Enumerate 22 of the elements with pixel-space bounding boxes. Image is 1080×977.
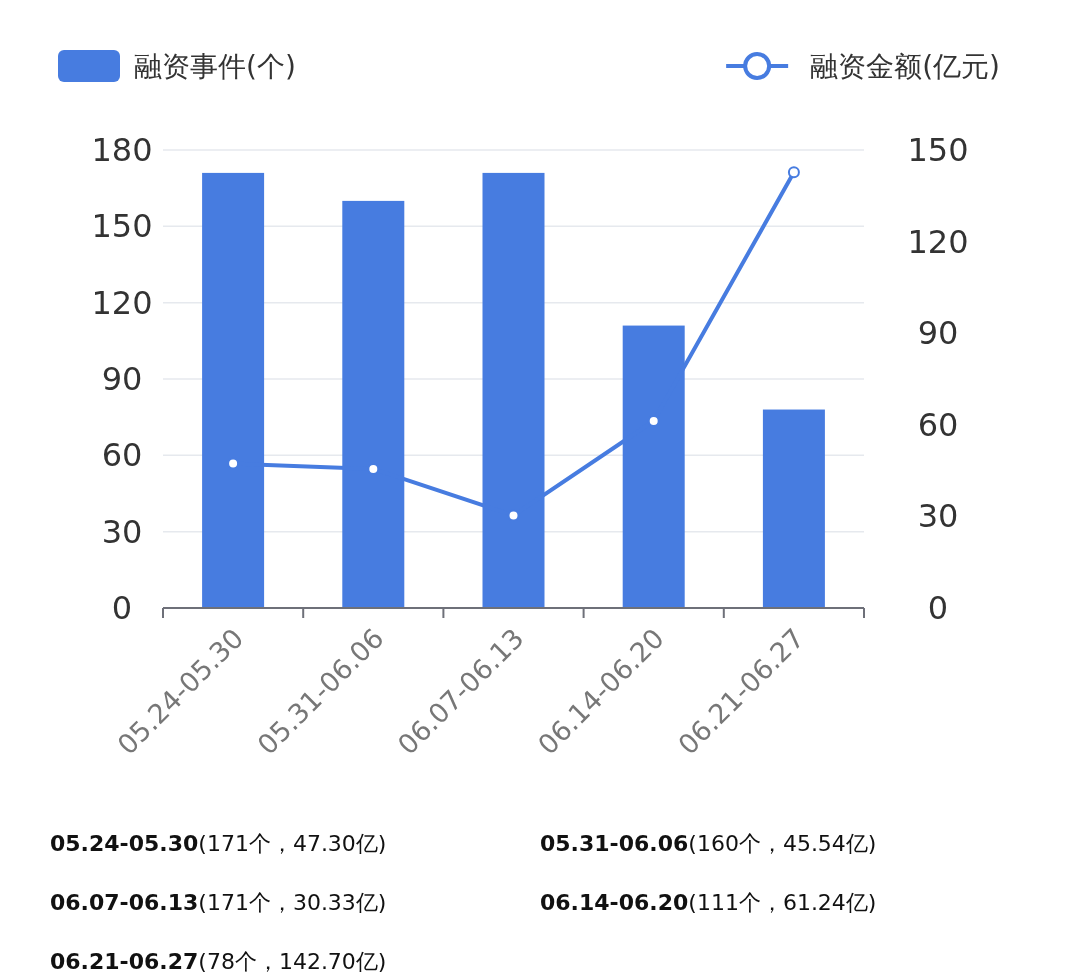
text: 06.14-06.20(111个，61.24亿) xyxy=(540,890,877,915)
legend-label: 融资事件(个) xyxy=(134,50,296,83)
y-tick-label: 30 xyxy=(101,512,143,551)
text: 05.24-05.30(171个，47.30亿) xyxy=(50,831,387,856)
y2-tick-label: 0 xyxy=(927,589,949,627)
y2-tick-label: 90 xyxy=(917,314,959,353)
y2-tick-label: 30 xyxy=(917,497,959,536)
legend-label: 融资金额(亿元) xyxy=(810,50,1000,83)
text: 05.31-06.06(160个，45.54亿) xyxy=(540,831,877,856)
y-tick-label: 90 xyxy=(101,360,143,398)
point xyxy=(787,166,800,179)
y2-tick-label: 60 xyxy=(917,405,959,444)
bar xyxy=(762,409,825,608)
y-tick-label: 60 xyxy=(101,436,143,475)
y-tick-label: 180 xyxy=(91,131,153,169)
y-tick-label: 120 xyxy=(91,283,153,322)
text: 06.21-06.27(78个，142.70亿) xyxy=(50,949,387,974)
y2-tick-label: 120 xyxy=(907,222,969,261)
y-tick-label: 0 xyxy=(111,589,133,627)
text: 06.07-06.13(171个，30.33亿) xyxy=(50,890,387,915)
y2-tick-label: 150 xyxy=(907,131,969,169)
y-tick-label: 150 xyxy=(91,207,153,246)
